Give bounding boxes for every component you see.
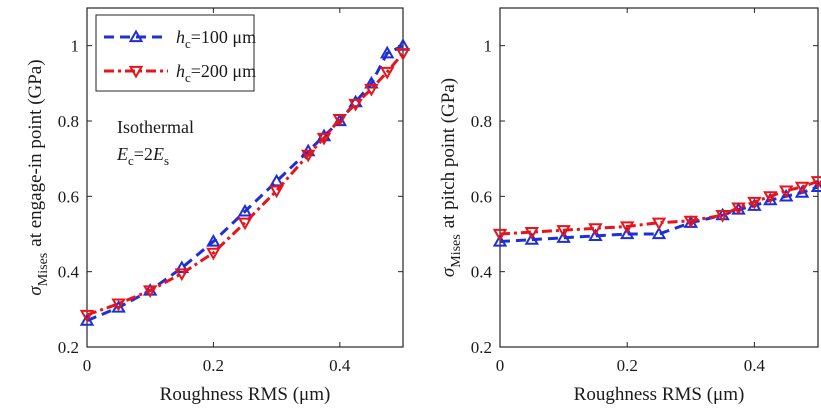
- triangle-up-marker: [763, 192, 778, 206]
- triangle-down-marker: [683, 215, 699, 229]
- series-line: [499, 179, 819, 236]
- triangle-down-marker: [492, 228, 508, 242]
- y-tick-label: 1: [484, 37, 493, 56]
- x-tick-label: 0.2: [203, 356, 224, 375]
- triangle-down-marker: [588, 223, 603, 236]
- triangle-up-marker: [174, 260, 190, 274]
- x-axis-title: Roughness RMS (μm): [574, 384, 745, 405]
- triangle-up-marker: [778, 188, 794, 202]
- triangle-up-marker: [269, 173, 284, 187]
- plot-frame: [86, 7, 404, 348]
- triangle-down-marker: [332, 113, 348, 127]
- triangle-down-marker: [206, 247, 221, 261]
- triangle-up-marker: [364, 75, 379, 89]
- y-tick-label: 0.2: [471, 338, 492, 357]
- y-axis-title: σMises at engage-in point (GPa): [25, 59, 51, 295]
- triangle-down-marker: [731, 202, 746, 216]
- x-tick-label: 0.4: [329, 356, 351, 375]
- x-tick-label: 0.4: [744, 356, 766, 375]
- y-tick-label: 0.4: [58, 263, 80, 282]
- legend: hc=100 μm hc=200 μm: [95, 14, 256, 92]
- x-tick-label: 0.2: [617, 356, 638, 375]
- triangle-up-marker: [588, 228, 603, 242]
- triangle-down-marker: [269, 185, 284, 199]
- triangle-up-marker: [79, 313, 95, 326]
- triangle-down-marker: [651, 217, 667, 231]
- triangle-up-marker: [237, 203, 253, 217]
- triangle-down-marker: [778, 185, 794, 199]
- annotation-isothermal: Isothermal: [117, 117, 194, 137]
- triangle-up-marker: [111, 299, 126, 313]
- annotation-modulus-ratio: Ec=2Es: [116, 144, 169, 168]
- triangle-down-marker: [379, 66, 395, 80]
- triangle-down-marker: [619, 221, 635, 234]
- series-line: [86, 52, 405, 317]
- triangle-up-marker: [794, 185, 810, 198]
- y-axis-text: at engage-in point (GPa): [25, 59, 46, 246]
- legend-marker: [128, 65, 144, 79]
- triangle-down-marker: [715, 210, 730, 223]
- triangle-down-marker: [524, 226, 540, 240]
- plot-frame: [499, 7, 819, 348]
- y-axis-title: σMises at pitch point (GPa): [438, 78, 464, 277]
- triangle-down-marker: [395, 48, 411, 61]
- triangle-down-marker: [763, 191, 778, 204]
- x-tick-label: 0: [496, 356, 505, 375]
- triangle-down-marker: [174, 268, 190, 282]
- triangle-down-marker: [300, 149, 316, 163]
- legend-label: hc=100 μm: [176, 27, 256, 51]
- y-axis-symbol: σ: [438, 267, 459, 277]
- y-tick-label: 0.2: [58, 338, 79, 357]
- triangle-down-marker: [364, 83, 379, 97]
- y-axis-subscript: Mises: [36, 253, 51, 286]
- triangle-up-marker: [747, 198, 762, 211]
- y-tick-label: 0.8: [471, 112, 492, 131]
- legend-box: [95, 14, 255, 92]
- y-tick-label: 1: [71, 37, 80, 56]
- triangle-up-marker: [379, 45, 395, 59]
- triangle-down-marker: [237, 217, 253, 231]
- y-axis-subscript: Mises: [449, 234, 464, 267]
- y-tick-label: 0.6: [471, 187, 492, 206]
- legend-marker: [128, 29, 144, 43]
- triangle-down-marker: [142, 285, 158, 299]
- triangle-up-marker: [206, 234, 221, 247]
- y-tick-label: 0.8: [58, 112, 79, 131]
- y-axis-text: at pitch point (GPa): [438, 78, 459, 228]
- x-tick-label: 0: [83, 356, 92, 375]
- triangle-up-marker: [316, 128, 332, 142]
- legend-label: hc=200 μm: [176, 61, 256, 85]
- y-tick-label: 0.6: [58, 187, 79, 206]
- triangle-up-marker: [524, 232, 540, 245]
- triangle-up-marker: [651, 226, 667, 240]
- triangle-up-marker: [556, 230, 571, 243]
- triangle-up-marker: [492, 234, 508, 247]
- triangle-down-marker: [111, 298, 126, 312]
- triangle-down-marker: [556, 225, 571, 238]
- triangle-down-marker: [348, 98, 363, 112]
- y-axis-symbol: σ: [25, 286, 46, 296]
- y-tick-label: 0.4: [471, 263, 493, 282]
- triangle-down-marker: [794, 181, 810, 195]
- x-axis-title: Roughness RMS (μm): [160, 384, 331, 405]
- triangle-down-marker: [79, 309, 95, 323]
- triangle-down-marker: [747, 196, 762, 210]
- triangle-up-marker: [619, 226, 635, 240]
- triangle-down-marker: [316, 132, 332, 146]
